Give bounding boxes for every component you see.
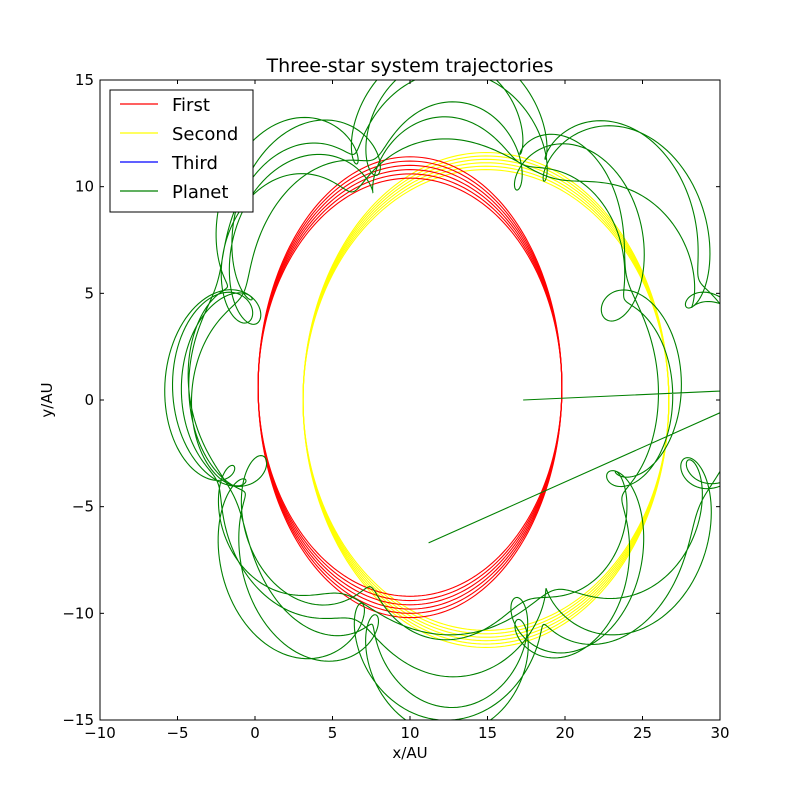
legend-label-first: First [172,95,210,116]
y-tick-label: 5 [84,284,94,302]
second-orbit-loop [302,151,670,649]
planet-trajectory [164,80,720,720]
y-tick-label: −15 [62,711,94,729]
x-tick-label: 15 [478,724,497,742]
y-tick-label: 0 [84,391,94,409]
y-tick-label: −10 [62,604,94,622]
y-tick-label: −5 [72,498,94,516]
x-tick-label: −10 [84,724,116,742]
x-tick-label: 20 [555,724,574,742]
second-orbit-loop [302,169,670,631]
legend-label-planet: Planet [172,182,228,203]
x-tick-label: −5 [166,724,188,742]
x-tick-label: 10 [400,724,419,742]
first-orbit-loop [257,156,563,619]
legend-box [109,89,254,213]
second-orbit-loop [302,155,670,645]
second-orbit-loop [302,162,670,638]
chart-title: Three-star system trajectories [266,55,554,77]
y-tick-label: 15 [75,71,94,89]
y-tick-label: 10 [75,178,94,196]
y-axis-label: y/AU [38,382,56,417]
x-tick-label: 5 [328,724,338,742]
legend-label-second: Second [172,124,238,145]
x-axis-label: x/AU [392,744,427,762]
legend: First Second Third Planet [109,89,254,213]
x-tick-label: 0 [250,724,260,742]
x-tick-label: 30 [710,724,729,742]
series-layer [164,80,720,720]
legend-label-third: Third [171,153,218,174]
x-tick-label: 25 [633,724,652,742]
